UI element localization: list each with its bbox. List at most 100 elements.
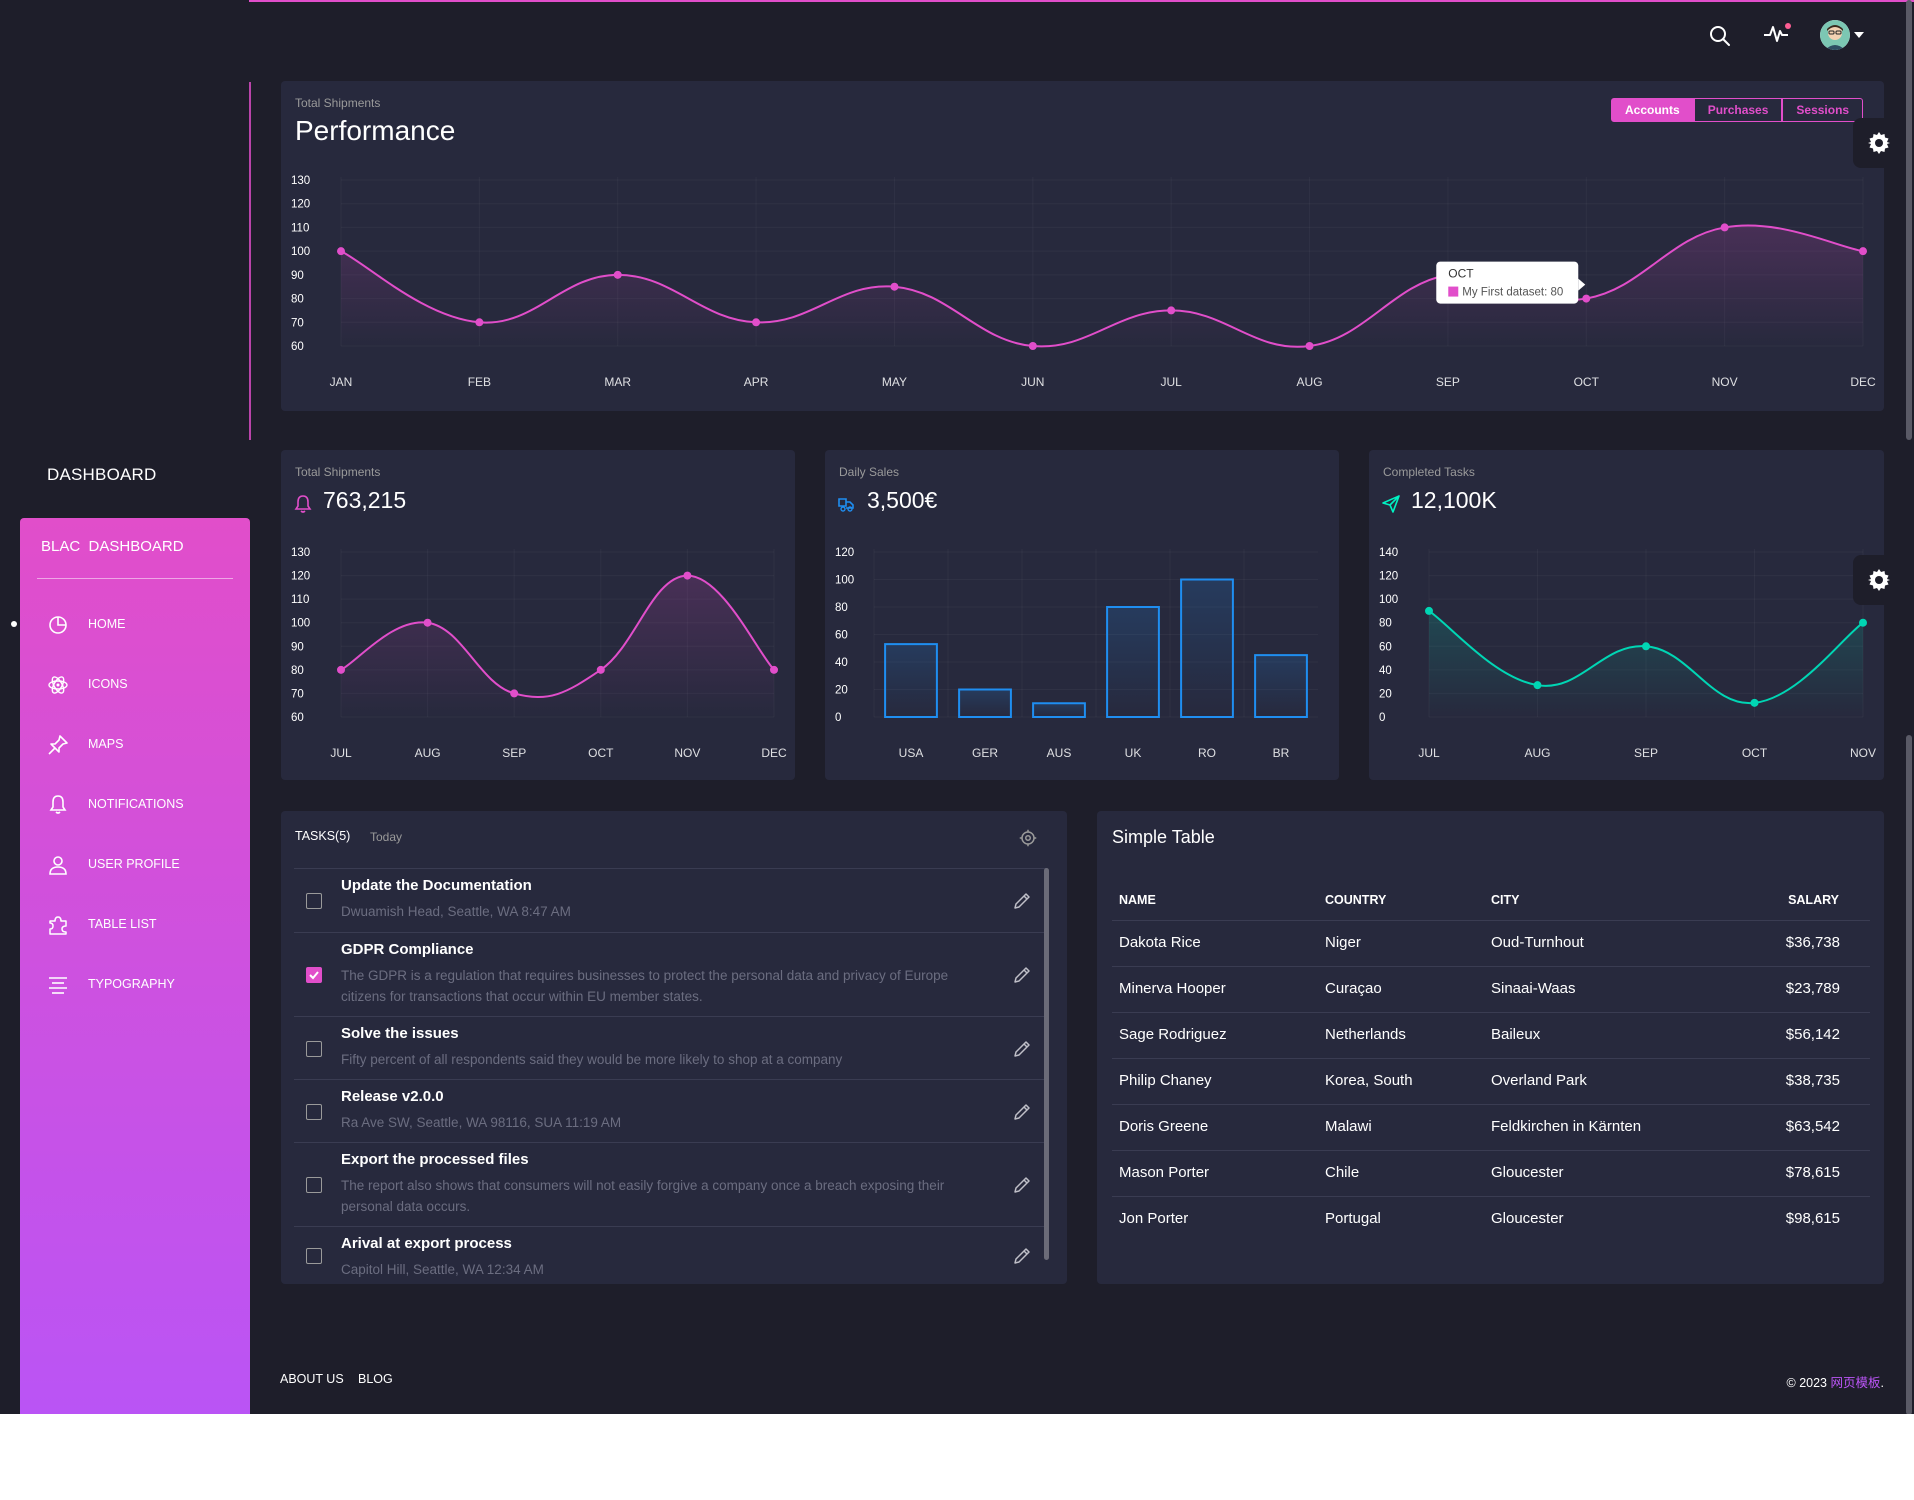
cell-city: Baileux [1491,1026,1541,1043]
cell-country: Malawi [1325,1118,1372,1135]
sidebar-item-label: Icons [88,677,128,691]
cell-city: Sinaai-Waas [1491,980,1576,997]
x-tick-label: GER [972,746,998,760]
task-checkbox[interactable] [306,1041,322,1057]
y-tick-label: 80 [835,602,848,614]
table-title: Simple Table [1112,827,1215,847]
data-point [337,665,345,674]
edit-pencil-icon[interactable] [1012,1175,1032,1195]
x-tick-label: OCT [1742,746,1768,760]
footer-blog[interactable]: Blog [358,1372,393,1386]
data-point [596,665,605,674]
y-tick-label: 60 [291,712,304,724]
tab-purchases[interactable]: Purchases [1693,98,1783,122]
edit-pencil-icon[interactable] [1012,891,1032,911]
page-scrollbar-top[interactable] [1906,0,1912,440]
task-checkbox[interactable] [306,967,322,983]
page-scrollbar-bottom[interactable] [1906,735,1912,1414]
sidebar-item-notifications[interactable]: Notifications [20,784,250,824]
x-tick-label: APR [744,375,769,389]
task-description: Capitol Hill, Seattle, WA 12:34 AM [341,1262,544,1277]
tab-accounts[interactable]: Accounts [1611,98,1694,122]
brand-logo[interactable]: BLAC DASHBOARD [41,538,184,555]
x-tick-label: MAR [604,375,631,389]
edit-pencil-icon[interactable] [1012,1246,1032,1266]
bell-icon [49,795,67,814]
avatar[interactable] [1820,20,1850,50]
footer-about-us[interactable]: About Us [280,1372,344,1386]
y-tick-label: 80 [1379,618,1392,630]
data-point [423,618,432,627]
y-tick-label: 0 [835,712,841,724]
x-tick-label: USA [899,746,924,760]
table-row: Minerva Hooper Curaçao Sinaai-Waas $23,789 [1112,966,1870,1013]
task-title: Export the processed files [341,1151,529,1168]
sidebar-item-label: Table List [88,917,157,931]
task-checkbox[interactable] [306,1248,322,1264]
data-point [683,571,692,580]
brand-short: BLAC [41,538,81,555]
tasks-subtitle: Today [370,830,403,844]
edit-pencil-icon[interactable] [1012,1102,1032,1122]
series-area [341,575,774,717]
task-checkbox[interactable] [306,1177,322,1193]
card-value: 3,500€ [867,487,938,513]
data-point [613,270,622,279]
task-checkbox[interactable] [306,1104,322,1120]
bell-icon [294,495,312,513]
data-point [475,318,484,327]
settings-toggle[interactable] [1853,118,1905,168]
data-point [510,689,519,698]
tasks-title: TASKS(5) [295,829,351,843]
sidebar-item-icons[interactable]: Icons [20,664,250,704]
x-tick-label: MAY [882,375,907,389]
copyright-brand-link[interactable]: 网页模板 [1830,1376,1881,1390]
y-tick-label: 110 [291,594,309,606]
y-tick-label: 110 [291,222,309,234]
cell-country: Netherlands [1325,1026,1406,1043]
tasks-scrollbar[interactable] [1044,868,1049,1260]
series-area [1429,610,1863,717]
task-checkbox[interactable] [306,893,322,909]
bar [1106,606,1160,718]
chart-tabs: Accounts Purchases Sessions [1611,98,1864,122]
cell-name: Jon Porter [1119,1210,1189,1227]
settings-gear-icon[interactable] [1019,829,1037,847]
sidebar-item-maps[interactable]: Maps [20,724,250,764]
activity-icon[interactable] [1762,20,1792,46]
sidebar-item-label: Notifications [88,797,184,811]
copyright: © 2023 网页模板. [1787,1372,1884,1391]
edit-pencil-icon[interactable] [1012,1039,1032,1059]
search-icon[interactable] [1708,24,1732,48]
bar [1180,578,1234,718]
sidebar-heading: DASHBOARD [47,465,157,484]
task-title: Arival at export process [341,1235,512,1252]
cell-country: Korea, South [1325,1072,1413,1089]
brand-divider [37,578,233,579]
cell-salary: $63,542 [1785,1118,1840,1135]
sidebar-item-home[interactable]: Home [11,604,250,644]
x-tick-label: OCT [1574,375,1600,389]
sidebar-item-user-profile[interactable]: User Profile [20,844,250,884]
x-tick-label: FEB [468,375,491,389]
y-tick-label: 60 [1379,641,1392,653]
tab-sessions[interactable]: Sessions [1782,98,1864,122]
gear-icon [1868,132,1890,154]
y-tick-label: 40 [835,657,848,669]
sidebar-item-table-list[interactable]: Table List [20,904,250,944]
copyright-suffix: . [1880,1376,1884,1390]
cell-country: Curaçao [1325,980,1382,997]
data-point [1167,306,1176,315]
edit-pencil-icon[interactable] [1012,965,1032,985]
y-tick-label: 80 [291,665,304,677]
settings-toggle-secondary[interactable] [1853,555,1905,605]
caret-down-icon[interactable] [1854,32,1864,38]
cell-salary: $78,615 [1785,1164,1840,1181]
card-title: Performance [295,115,456,146]
sidebar-item-typography[interactable]: Typography [20,964,250,1004]
sidebar-item-label: Maps [88,737,124,751]
cell-country: Portugal [1325,1210,1381,1227]
data-point [1720,223,1729,232]
tooltip-swatch [1448,286,1459,297]
card-value: 763,215 [323,487,407,513]
